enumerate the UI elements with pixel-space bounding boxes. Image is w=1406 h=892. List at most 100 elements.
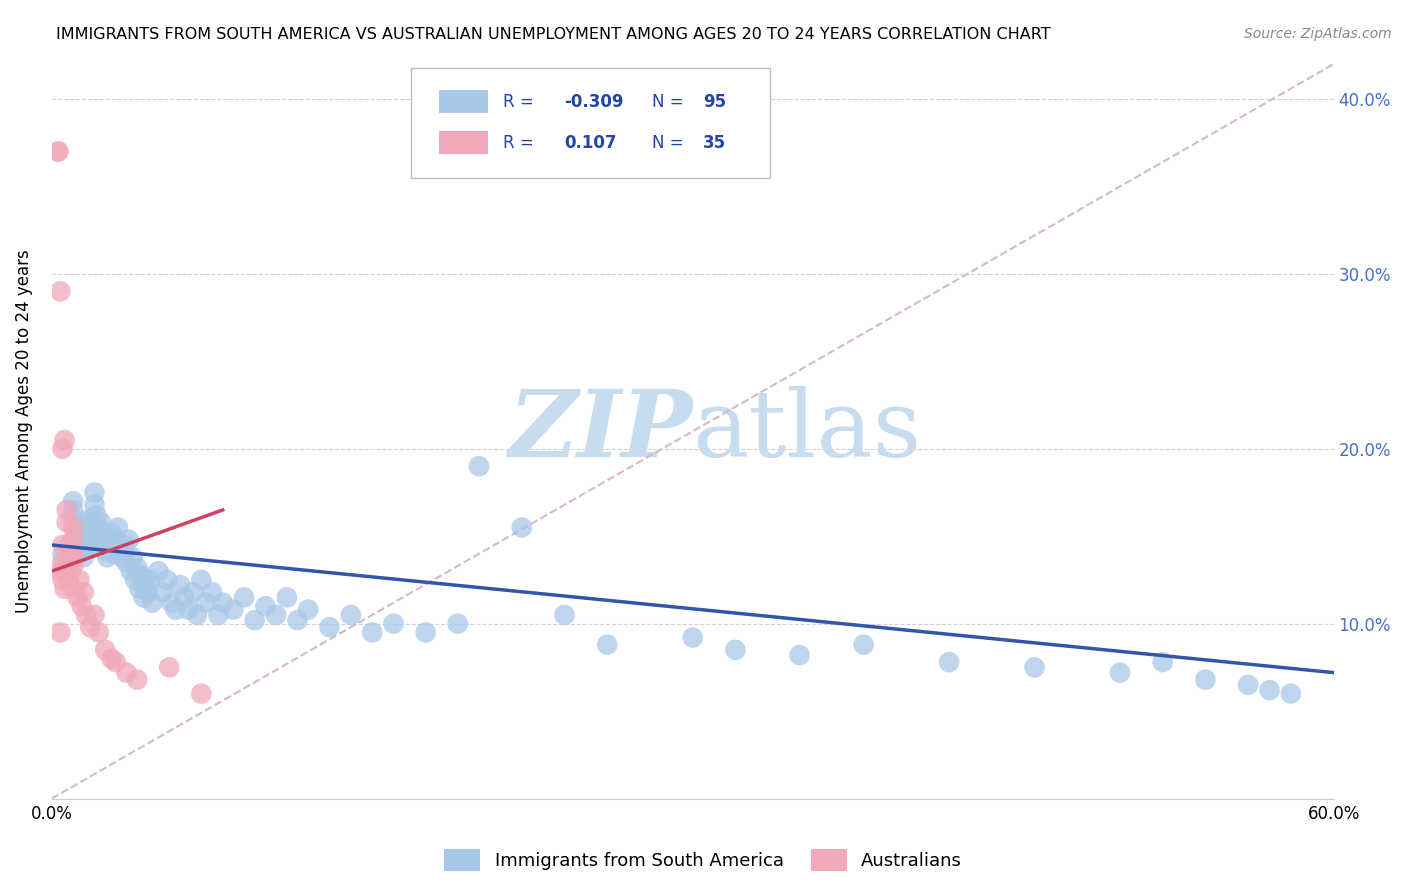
Y-axis label: Unemployment Among Ages 20 to 24 years: Unemployment Among Ages 20 to 24 years [15, 250, 32, 613]
Point [468, 459, 491, 474]
Point [75, 607, 97, 622]
Point [58, 538, 80, 552]
Point [46, 145, 69, 159]
Point [75, 525, 97, 540]
Point [340, 607, 363, 622]
Point [264, 607, 287, 622]
Point [156, 573, 179, 587]
Point [91, 525, 114, 540]
Point [118, 533, 141, 547]
Text: 95: 95 [703, 93, 725, 111]
Point [115, 665, 138, 680]
Point [73, 541, 96, 556]
Point [53, 564, 76, 578]
Point [87, 529, 110, 543]
Point [938, 655, 960, 669]
Point [207, 607, 229, 622]
Point [297, 602, 319, 616]
Point [70, 599, 93, 614]
Point [51, 538, 73, 552]
Point [53, 433, 76, 447]
Point [553, 607, 575, 622]
Point [66, 520, 89, 534]
Point [1194, 673, 1216, 687]
Point [79, 520, 101, 534]
Point [98, 538, 121, 552]
Point [211, 596, 233, 610]
Point [49, 625, 72, 640]
Point [62, 503, 84, 517]
Point [361, 625, 384, 640]
Point [62, 520, 84, 534]
Text: N =: N = [651, 134, 689, 152]
Point [58, 556, 80, 570]
Text: R =: R = [503, 93, 538, 111]
Point [148, 564, 170, 578]
Bar [439, 90, 488, 113]
Point [77, 533, 100, 547]
Point [127, 673, 149, 687]
Point [181, 585, 204, 599]
Point [276, 591, 298, 605]
Point [194, 596, 217, 610]
Text: N =: N = [651, 93, 689, 111]
Point [83, 485, 105, 500]
Point [135, 578, 157, 592]
Point [58, 573, 80, 587]
Point [852, 638, 875, 652]
Legend: Immigrants from South America, Australians: Immigrants from South America, Australia… [437, 842, 969, 879]
Point [87, 520, 110, 534]
Point [124, 573, 146, 587]
Point [62, 494, 84, 508]
Bar [439, 131, 488, 154]
Point [233, 591, 256, 605]
Point [59, 547, 82, 561]
Point [136, 585, 159, 599]
Point [69, 573, 91, 587]
Point [108, 543, 131, 558]
Point [122, 550, 145, 565]
Point [139, 573, 162, 587]
Point [190, 687, 212, 701]
Point [90, 515, 112, 529]
Point [111, 550, 134, 565]
Point [1279, 687, 1302, 701]
Point [51, 442, 73, 456]
Point [46, 145, 69, 159]
FancyBboxPatch shape [411, 68, 769, 178]
Point [62, 533, 84, 547]
Text: ZIP: ZIP [509, 386, 693, 476]
Point [115, 556, 138, 570]
Point [254, 599, 277, 614]
Point [69, 538, 91, 552]
Point [169, 578, 191, 592]
Point [104, 533, 127, 547]
Point [94, 643, 117, 657]
Point [222, 602, 245, 616]
Point [596, 638, 619, 652]
Point [186, 607, 208, 622]
Point [96, 550, 118, 565]
Point [447, 616, 470, 631]
Point [49, 564, 72, 578]
Point [1152, 655, 1174, 669]
Point [190, 573, 212, 587]
Text: Source: ZipAtlas.com: Source: ZipAtlas.com [1244, 27, 1392, 41]
Text: 0.107: 0.107 [564, 134, 617, 152]
Point [62, 547, 84, 561]
Point [173, 591, 195, 605]
Point [128, 582, 150, 596]
Point [724, 643, 747, 657]
Point [141, 596, 163, 610]
Point [243, 613, 266, 627]
Point [100, 525, 122, 540]
Point [287, 613, 309, 627]
Point [112, 538, 135, 552]
Point [51, 573, 73, 587]
Point [69, 547, 91, 561]
Point [73, 585, 96, 599]
Text: 35: 35 [703, 134, 725, 152]
Point [160, 596, 183, 610]
Point [104, 655, 127, 669]
Point [177, 602, 200, 616]
